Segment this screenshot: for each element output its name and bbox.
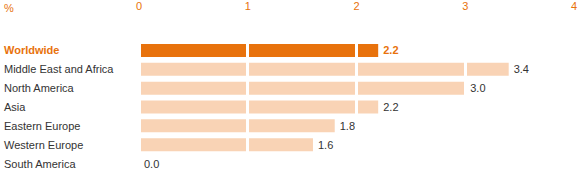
svg-text:4: 4 — [571, 0, 577, 12]
svg-text:3: 3 — [462, 0, 468, 12]
svg-text:1: 1 — [245, 0, 251, 12]
svg-text:Middle East and Africa: Middle East and Africa — [4, 63, 114, 75]
svg-text:Asia: Asia — [4, 101, 26, 113]
svg-text:Worldwide: Worldwide — [4, 44, 59, 56]
svg-text:Eastern Europe: Eastern Europe — [4, 120, 80, 132]
svg-text:South America: South America — [4, 158, 76, 170]
svg-text:1.6: 1.6 — [318, 139, 333, 151]
svg-text:3.4: 3.4 — [514, 63, 529, 75]
svg-text:2.2: 2.2 — [383, 44, 398, 56]
svg-text:North America: North America — [4, 82, 75, 94]
svg-text:3.0: 3.0 — [470, 82, 485, 94]
svg-text:Western Europe: Western Europe — [4, 139, 83, 151]
svg-text:0.0: 0.0 — [144, 158, 159, 170]
svg-text:0: 0 — [136, 0, 142, 12]
svg-text:%: % — [4, 2, 14, 14]
svg-text:2.2: 2.2 — [383, 101, 398, 113]
svg-text:2: 2 — [353, 0, 359, 12]
svg-text:1.8: 1.8 — [340, 120, 355, 132]
